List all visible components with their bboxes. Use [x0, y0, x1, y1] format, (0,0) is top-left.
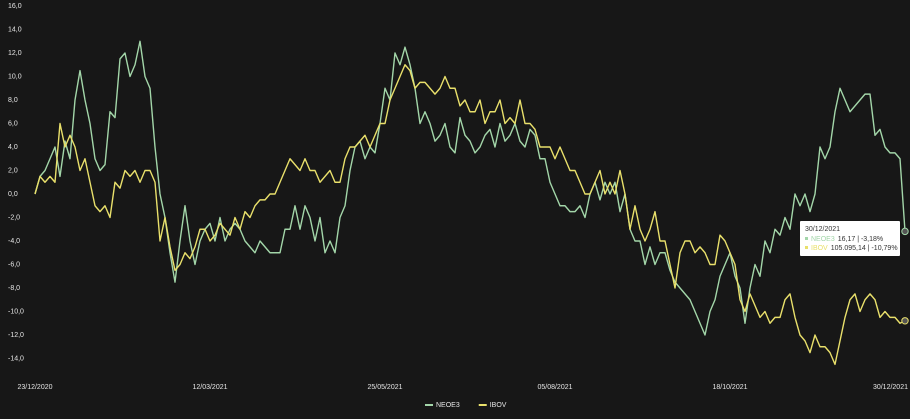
y-tick-label: 16,0 [8, 3, 22, 10]
legend: NEOE3 IBOV [425, 402, 507, 409]
y-tick-label: -8,0 [8, 285, 20, 292]
x-tick-label: 30/12/2021 [873, 384, 908, 391]
y-tick-label: -12,0 [8, 332, 24, 339]
y-tick-label: 4,0 [8, 144, 18, 151]
tooltip-value: 105.095,14 | -10,79% [831, 245, 898, 252]
y-tick-label: -4,0 [8, 238, 20, 245]
legend-label: NEOE3 [436, 402, 460, 409]
y-tick-label: -10,0 [8, 308, 24, 315]
tooltip-swatch [805, 246, 808, 249]
series-line [34, 40, 906, 336]
y-tick-label: 10,0 [8, 73, 22, 80]
y-tick-label: -2,0 [8, 214, 20, 221]
legend-label: IBOV [490, 402, 507, 409]
x-tick-label: 18/10/2021 [712, 384, 747, 391]
y-tick-label: -14,0 [8, 355, 24, 362]
tooltip-name: IBOV [811, 245, 828, 252]
tooltip-name: NEOE3 [811, 236, 835, 243]
x-tick-label: 05/08/2021 [537, 384, 572, 391]
x-tick-label: 25/05/2021 [367, 384, 402, 391]
y-tick-label: -6,0 [8, 261, 20, 268]
tooltip-swatch [805, 237, 808, 240]
y-tick-label: 12,0 [8, 50, 22, 57]
y-tick-label: 8,0 [8, 97, 18, 104]
series-line [34, 64, 906, 366]
y-tick-label: 0,0 [8, 191, 18, 198]
end-point [901, 317, 909, 325]
x-tick-label: 12/03/2021 [192, 384, 227, 391]
tooltip-value: 16,17 | -3,18% [838, 236, 883, 243]
end-point [901, 227, 909, 236]
x-tick-label: 23/12/2020 [17, 384, 52, 391]
y-tick-label: 2,0 [8, 167, 18, 174]
y-tick-label: 14,0 [8, 26, 22, 33]
tooltip: 30/12/2021 NEOE3 16,17 | -3,18% IBOV 105.095… [800, 221, 900, 256]
tooltip-date: 30/12/2021 [805, 226, 840, 233]
y-tick-label: 6,0 [8, 120, 18, 127]
tooltip-box [800, 221, 900, 256]
